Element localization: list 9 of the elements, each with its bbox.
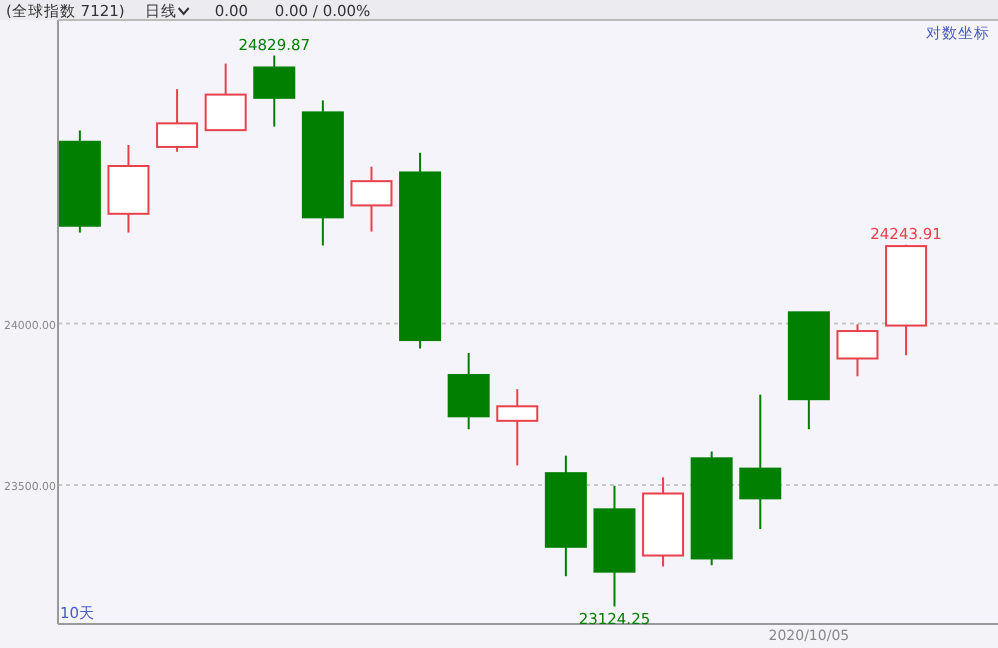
candlestick [642, 476, 685, 568]
candlestick [544, 454, 587, 578]
candlestick [301, 99, 344, 247]
candlestick [447, 352, 490, 431]
candlestick [107, 144, 150, 234]
candlestick [739, 393, 782, 531]
candlestick [496, 388, 539, 467]
candlestick [350, 165, 393, 233]
candlestick [593, 484, 636, 608]
